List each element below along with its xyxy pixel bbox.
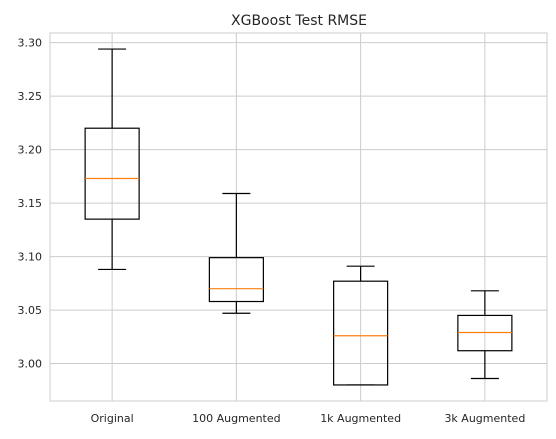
- y-tick-label: 3.10: [18, 251, 43, 264]
- iqr-box: [208, 257, 264, 303]
- y-tick-labels: 3.00 3.05 3.10 3.15 3.20 3.25 3.30: [18, 37, 43, 371]
- box-4: [457, 290, 513, 380]
- y-tick-label: 3.30: [18, 37, 43, 50]
- grid-layer: [50, 33, 547, 401]
- x-tick-label: 1k Augmented: [320, 412, 401, 425]
- plot-frame: [49, 32, 548, 402]
- box-3: [333, 265, 389, 386]
- y-tick-label: 3.00: [18, 358, 43, 371]
- x-tick-label: 100 Augmented: [192, 412, 281, 425]
- x-tick-labels: Original 100 Augmented 1k Augmented 3k Augm…: [91, 412, 526, 425]
- box-1: [84, 48, 140, 271]
- iqr-box: [84, 127, 140, 220]
- box-layer: [84, 48, 513, 386]
- x-tick-label: 3k Augmented: [444, 412, 525, 425]
- y-tick-label: 3.20: [18, 144, 43, 157]
- y-tick-label: 3.25: [18, 90, 43, 103]
- y-tick-label: 3.15: [18, 197, 43, 210]
- box-2: [208, 192, 264, 314]
- chart-title: XGBoost Test RMSE: [231, 13, 367, 29]
- iqr-box: [333, 280, 389, 386]
- y-tick-label: 3.05: [18, 304, 43, 317]
- x-tick-label: Original: [91, 412, 134, 425]
